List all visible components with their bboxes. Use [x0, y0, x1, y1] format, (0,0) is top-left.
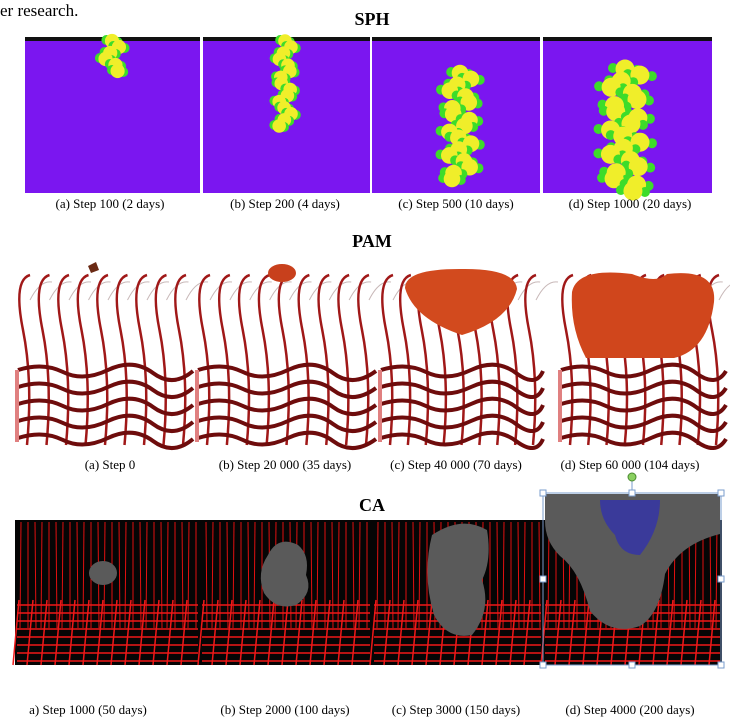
- page: er research. SPH PAM CA (a) Step 100 (2 …: [0, 0, 730, 721]
- vessel: [117, 275, 128, 445]
- pam-panels: [15, 262, 730, 448]
- vessel-end: [558, 370, 562, 442]
- caption: (c) Step 500 (10 days): [398, 196, 514, 211]
- caption: (d) Step 4000 (200 days): [565, 702, 694, 717]
- selection-handle: [629, 662, 635, 668]
- tumor: [88, 262, 99, 273]
- caption: (d) Step 60 000 (104 days): [560, 457, 699, 472]
- ca-tumor: [89, 561, 117, 585]
- selection-handle: [540, 490, 546, 496]
- ca-tumor: [427, 524, 488, 636]
- caption: a) Step 1000 (50 days): [29, 702, 147, 717]
- vessel-row: [381, 382, 543, 397]
- capillary: [186, 282, 208, 300]
- vessel-row: [561, 382, 726, 397]
- figure-title: SPH: [354, 9, 389, 29]
- caption: (a) Step 100 (2 days): [55, 196, 164, 211]
- caption: (b) Step 20 000 (35 days): [219, 457, 352, 472]
- caption: (b) Step 2000 (100 days): [220, 702, 349, 717]
- intro-text: er research.: [0, 1, 78, 20]
- particle: [110, 64, 124, 78]
- vessel-end: [15, 370, 19, 442]
- caption: (d) Step 1000 (20 days): [569, 196, 692, 211]
- particle: [272, 119, 286, 133]
- tumor: [268, 264, 296, 282]
- selection-handle: [718, 490, 724, 496]
- panel-top: [372, 37, 540, 41]
- caption: (b) Step 200 (4 days): [230, 196, 340, 211]
- vessel: [239, 275, 250, 445]
- capillary: [719, 282, 730, 300]
- selection-handle: [718, 576, 724, 582]
- vessel-end: [378, 370, 382, 442]
- capillary: [369, 282, 391, 300]
- vessel-row: [561, 399, 726, 414]
- figure-title: PAM: [352, 231, 392, 251]
- capillary: [518, 282, 540, 300]
- vessel: [78, 275, 89, 445]
- vessel: [299, 275, 310, 445]
- vessel: [156, 275, 167, 445]
- caption: (c) Step 3000 (150 days): [392, 702, 521, 717]
- capillary: [536, 282, 558, 300]
- figure-title: CA: [359, 495, 385, 515]
- caption: (a) Step 0: [85, 457, 136, 472]
- tumor: [572, 272, 714, 358]
- vessel: [97, 275, 108, 445]
- rotate-handle: [628, 473, 636, 481]
- selection-handle: [718, 662, 724, 668]
- particle: [444, 171, 461, 188]
- vessel: [338, 275, 349, 445]
- selection-handle: [540, 662, 546, 668]
- caption: (c) Step 40 000 (70 days): [390, 457, 522, 472]
- vessel: [175, 275, 186, 445]
- vessel: [259, 275, 270, 445]
- vessel: [358, 275, 369, 445]
- sph-panels: [25, 34, 712, 201]
- selection-handle: [629, 490, 635, 496]
- vessel-end: [195, 370, 199, 442]
- selection-handle: [540, 576, 546, 582]
- panel-top: [543, 37, 712, 41]
- vessel: [525, 275, 536, 445]
- vessel-row: [381, 399, 543, 414]
